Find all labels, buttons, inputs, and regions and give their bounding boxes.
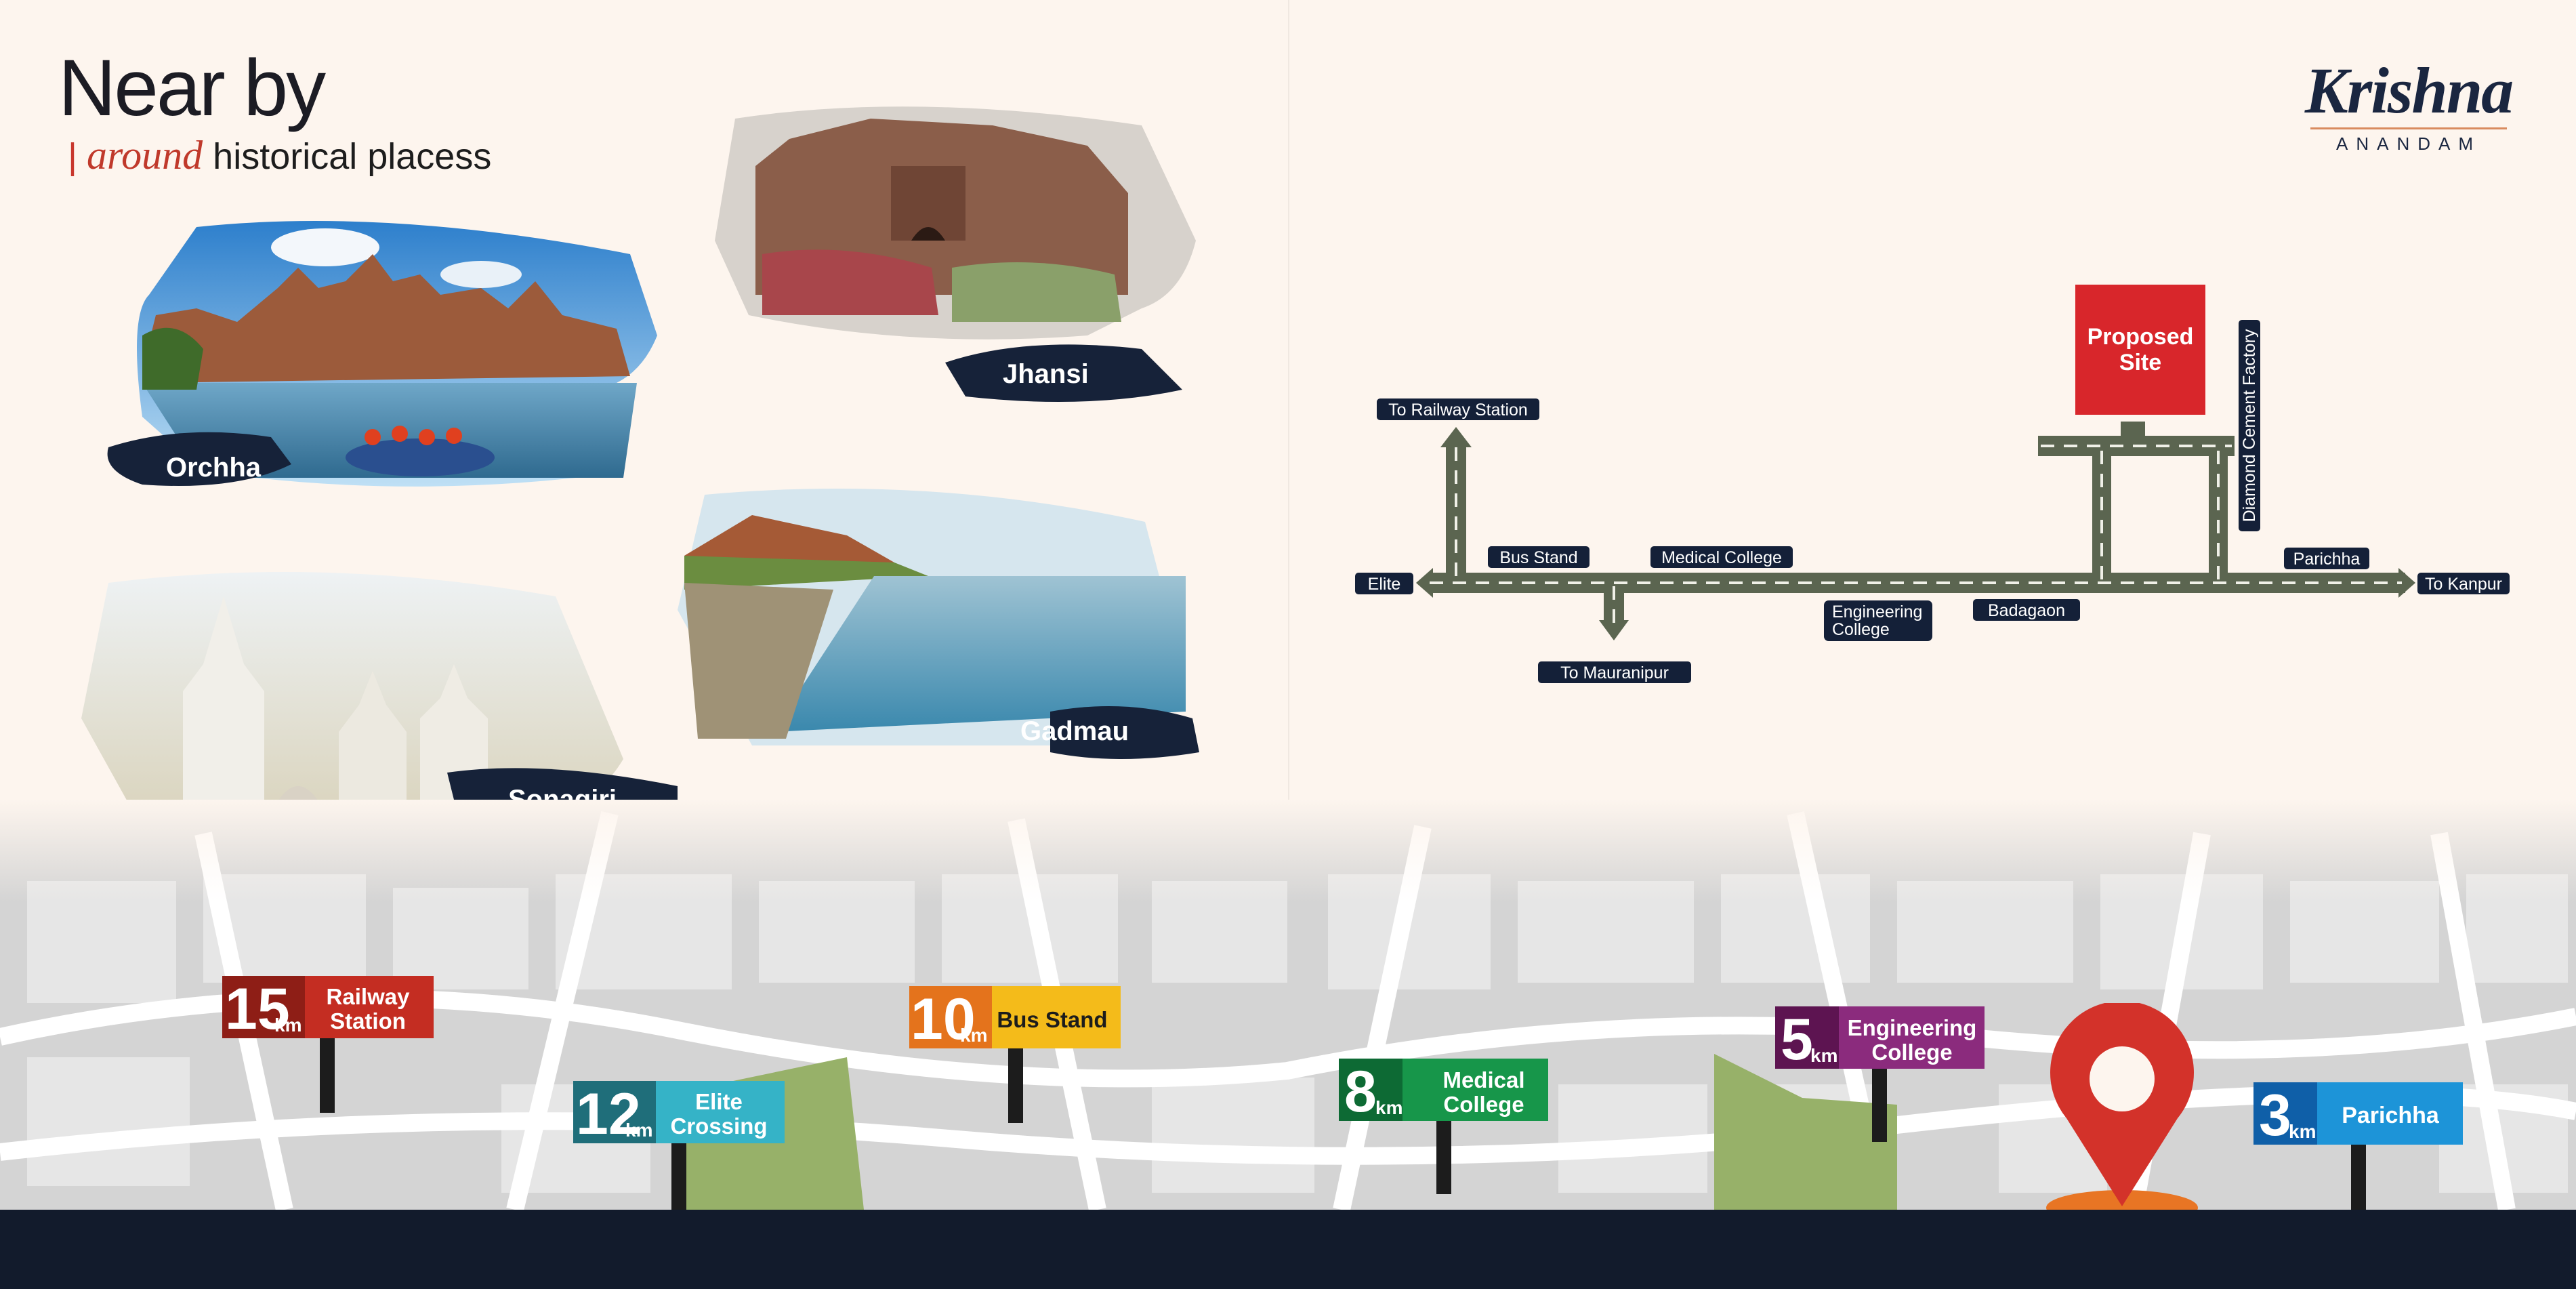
sign-elite-label-2: Crossing: [670, 1113, 767, 1139]
logo-tagline: ANANDAM: [2335, 134, 2481, 154]
sign-medical-label-2: College: [1443, 1092, 1524, 1117]
sign-bus-km: 10: [911, 987, 976, 1052]
sign-engineering-label-1: Engineering: [1848, 1015, 1977, 1040]
sign-parichha-unit: km: [2289, 1121, 2316, 1142]
orchha-photo: [107, 221, 657, 487]
sign-parichha-km: 3: [2259, 1083, 2291, 1148]
label-kanpur: To Kanpur: [2425, 575, 2502, 594]
sign-elite-label-1: Elite: [695, 1089, 743, 1114]
page-title: Near by: [58, 43, 326, 133]
accent-bar: |: [68, 136, 78, 177]
label-diamond-cement-factory: Diamond Cement Factory: [2240, 329, 2259, 522]
proposed-site-line2: Site: [2119, 350, 2161, 375]
proposed-site-line1: Proposed: [2087, 324, 2194, 350]
sign-engineering-college: 5 km Engineering College: [1775, 1006, 1985, 1142]
page-fold: [1288, 0, 1289, 1289]
label-parichha: Parichha: [2293, 550, 2361, 569]
sign-engineering-km: 5: [1781, 1007, 1813, 1072]
brand-logo: Krishna ANANDAM: [2297, 58, 2520, 155]
sign-railway-unit: km: [274, 1015, 302, 1036]
distance-signs: 15 km Railway Station 12 km Elite Crossi…: [222, 976, 2463, 1210]
label-medical-college: Medical College: [1661, 548, 1782, 567]
footer-bar: [0, 1210, 2576, 1289]
road-dashes: [1430, 445, 2402, 623]
sign-parichha-label-1: Parichha: [2342, 1103, 2440, 1128]
sign-engineering-unit: km: [1810, 1045, 1837, 1066]
sign-railway-label-1: Railway: [327, 984, 411, 1009]
sign-engineering-label-2: College: [1871, 1040, 1952, 1065]
label-engineering-college-2: College: [1832, 620, 1890, 639]
label-engineering-college-1: Engineering: [1832, 602, 1922, 621]
sign-elite-unit: km: [625, 1120, 652, 1141]
label-elite: Elite: [1368, 575, 1401, 594]
map-labels: To Railway Station Elite Bus Stand Medic…: [1355, 320, 2510, 683]
sign-medical-college: 8 km Medical College: [1339, 1059, 1548, 1194]
place-label-gadmau: Gadmau: [1020, 716, 1129, 746]
logo-wordmark: Krishna: [2304, 54, 2514, 127]
label-badagaon: Badagaon: [1988, 601, 2065, 620]
place-label-jhansi: Jhansi: [1003, 359, 1089, 389]
place-label-orchha: Orchha: [166, 453, 262, 483]
page-subtitle: | around historical placess: [68, 132, 491, 179]
sign-medical-km: 8: [1344, 1059, 1377, 1124]
sign-elite-km: 12: [576, 1082, 641, 1147]
sign-bus-unit: km: [960, 1025, 987, 1046]
label-mauranipur: To Mauranipur: [1560, 663, 1669, 682]
gadmau-photo: [678, 489, 1199, 759]
label-railway-station: To Railway Station: [1388, 401, 1528, 420]
sign-railway-label-2: Station: [330, 1008, 406, 1034]
sign-parichha: 3 km Parichha: [2253, 1082, 2463, 1210]
subtitle-accent: around: [87, 133, 203, 178]
jhansi-photo: [715, 106, 1196, 402]
subtitle-rest: historical placess: [213, 136, 492, 177]
sign-medical-label-1: Medical: [1442, 1067, 1524, 1092]
sign-elite-crossing: 12 km Elite Crossing: [573, 1081, 785, 1210]
sign-medical-unit: km: [1375, 1097, 1403, 1118]
route-map: Proposed Site To Railway Station Elite B…: [1355, 285, 2510, 683]
label-bus-stand: Bus Stand: [1499, 548, 1577, 567]
logo-divider: [2310, 127, 2507, 129]
sign-railway-km: 15: [225, 977, 290, 1042]
proposed-site-marker: [2075, 285, 2205, 415]
sign-railway-station: 15 km Railway Station: [222, 976, 434, 1113]
sign-bus-label-1: Bus Stand: [997, 1007, 1107, 1032]
sign-bus-stand: 10 km Bus Stand: [909, 986, 1121, 1123]
